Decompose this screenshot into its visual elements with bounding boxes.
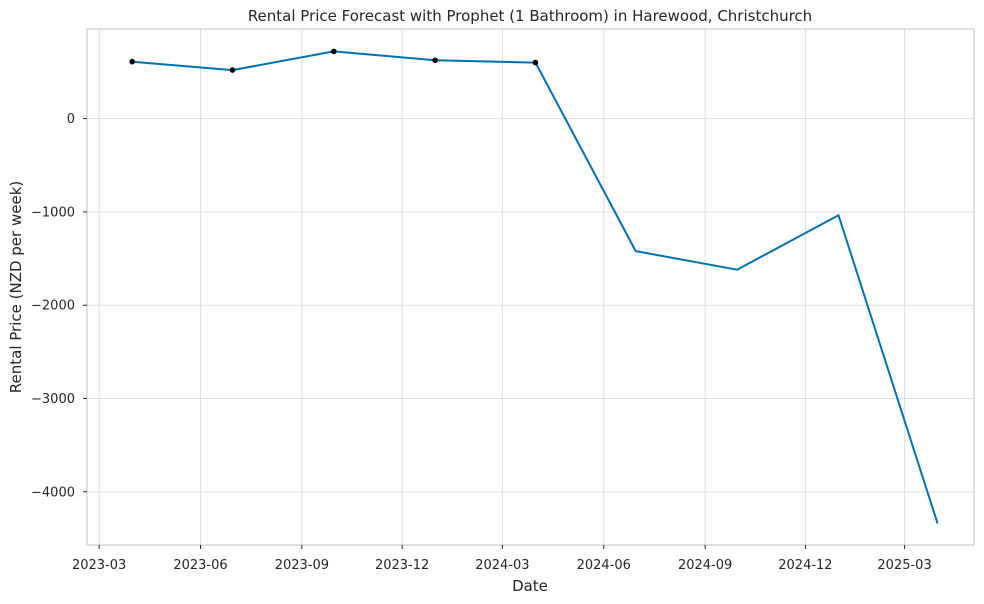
observed-point	[331, 48, 337, 55]
chart-title: Rental Price Forecast with Prophet (1 Ba…	[248, 7, 812, 25]
y-axis-ticks: 0 −1000 −2000 −3000 −4000	[31, 112, 87, 500]
observed-point	[432, 57, 438, 64]
grid-layer	[87, 29, 974, 545]
forecast-line	[132, 50, 939, 524]
observed-point	[532, 59, 539, 66]
x-tick-label: 2023-03	[72, 558, 126, 573]
forecast-line-layer	[132, 50, 939, 524]
x-tick-label: 2024-03	[475, 558, 529, 573]
y-axis-label: Rental Price (NZD per week)	[7, 181, 25, 393]
x-tick-label: 2025-03	[877, 558, 931, 573]
y-tick-label: −2000	[31, 299, 75, 314]
y-tick-label: −3000	[31, 392, 75, 407]
x-tick-label: 2024-12	[778, 558, 832, 573]
y-tick-label: −1000	[31, 205, 75, 220]
x-tick-label: 2023-12	[375, 558, 429, 573]
y-tick-label: −4000	[31, 485, 75, 500]
observed-point	[129, 58, 135, 65]
x-axis-ticks: 2023-03 2023-06 2023-09 2023-12 2024-03 2024-…	[72, 545, 932, 573]
observed-point	[229, 67, 236, 73]
observed-points-layer	[129, 48, 539, 73]
x-tick-label: 2024-09	[678, 558, 732, 573]
x-tick-label: 2023-06	[173, 558, 227, 573]
x-axis-label: Date	[512, 577, 548, 595]
x-tick-label: 2023-09	[275, 558, 329, 573]
plot-frame	[86, 28, 975, 546]
y-tick-label: 0	[67, 112, 75, 127]
x-tick-label: 2024-06	[577, 558, 631, 573]
